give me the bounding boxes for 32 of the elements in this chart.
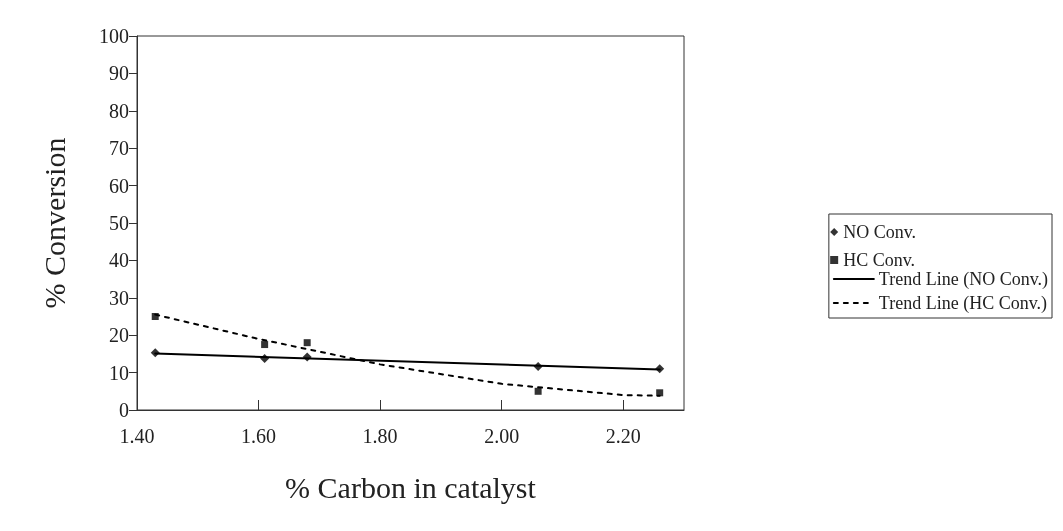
y-tick-label: 40 (109, 249, 129, 272)
x-tick-label: 2.00 (484, 425, 520, 447)
point (261, 341, 269, 349)
point (533, 362, 543, 372)
legend-label: Trend Line (HC Conv.) (878, 293, 1048, 314)
y-tick-label: 70 (109, 137, 129, 160)
y-axis-title: % Conversion (37, 137, 71, 309)
point (656, 389, 664, 397)
point (302, 352, 312, 362)
y-tick-label: 60 (109, 174, 129, 197)
point (151, 313, 159, 320)
x-tick-label: 1.60 (241, 425, 277, 447)
y-tick-label: 90 (109, 62, 129, 85)
y-tick-label: 100 (99, 25, 129, 47)
y-tick-label: 20 (109, 324, 129, 347)
x-tick-label: 1.40 (119, 425, 155, 447)
point (534, 387, 542, 395)
point (260, 353, 270, 363)
x-tick-label: 1.80 (362, 425, 398, 447)
point (655, 364, 665, 374)
y-tick-label: 0 (119, 399, 129, 421)
y-tick-label: 50 (109, 212, 129, 234)
legend-label: HC Conv. (843, 250, 916, 270)
point (150, 348, 160, 358)
x-axis-title: % Carbon in catalyst (285, 470, 537, 504)
y-tick-label: 30 (109, 286, 129, 309)
x-tick-label: 2.20 (605, 425, 641, 447)
legend-label: Trend Line (NO Conv.) (878, 269, 1049, 290)
point (303, 339, 311, 347)
legend-label: NO Conv. (843, 222, 917, 242)
y-tick-label: 80 (109, 99, 129, 122)
y-tick-label: 10 (109, 361, 129, 384)
